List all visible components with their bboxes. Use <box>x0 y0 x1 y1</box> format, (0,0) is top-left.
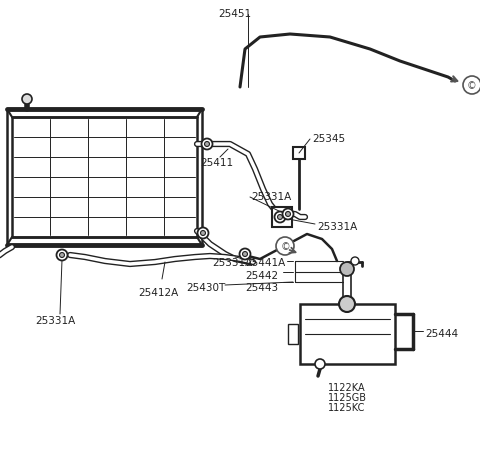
Text: 25444: 25444 <box>425 328 458 338</box>
Circle shape <box>204 142 209 147</box>
Circle shape <box>60 253 64 258</box>
Text: 25345: 25345 <box>312 134 345 144</box>
Circle shape <box>201 231 205 236</box>
Bar <box>272 207 292 227</box>
Circle shape <box>242 252 248 257</box>
Circle shape <box>277 215 282 220</box>
Text: ©: © <box>280 242 290 251</box>
Circle shape <box>276 238 294 256</box>
Bar <box>300 304 395 364</box>
Circle shape <box>340 263 354 276</box>
Text: 1125KC: 1125KC <box>328 402 366 412</box>
Circle shape <box>197 228 208 239</box>
Text: 25331A: 25331A <box>35 315 75 325</box>
Text: 25443: 25443 <box>245 282 278 292</box>
Text: 25441A: 25441A <box>245 257 285 268</box>
Circle shape <box>202 139 213 150</box>
Circle shape <box>286 212 290 217</box>
Circle shape <box>240 249 251 260</box>
Text: 25451: 25451 <box>218 9 252 19</box>
Text: 25411: 25411 <box>200 158 233 168</box>
Text: 25442: 25442 <box>245 270 278 281</box>
Circle shape <box>351 257 359 265</box>
Bar <box>288 324 298 344</box>
Text: 25331A: 25331A <box>212 257 252 268</box>
Text: 1122KA: 1122KA <box>328 382 366 392</box>
Text: 25412A: 25412A <box>138 288 178 297</box>
Circle shape <box>22 95 32 105</box>
Circle shape <box>463 77 480 95</box>
Text: 25430T: 25430T <box>186 282 225 292</box>
Text: ©: © <box>467 81 477 91</box>
Circle shape <box>57 250 68 261</box>
Circle shape <box>339 296 355 313</box>
Bar <box>343 275 351 300</box>
Bar <box>12 118 197 238</box>
Text: 25331A: 25331A <box>317 221 357 232</box>
Bar <box>293 148 305 160</box>
Text: 1125GB: 1125GB <box>327 392 367 402</box>
Text: 25331A: 25331A <box>251 192 291 201</box>
Circle shape <box>275 212 286 223</box>
Circle shape <box>315 359 325 369</box>
Circle shape <box>283 209 293 220</box>
